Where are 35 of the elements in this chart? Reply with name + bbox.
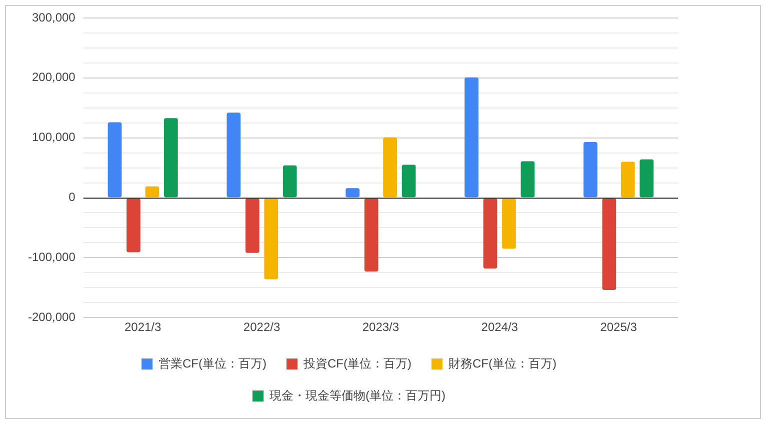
bar xyxy=(108,122,122,198)
y-tick-label: 300,000 xyxy=(32,10,76,24)
bar xyxy=(226,112,241,198)
y-tick-label: 0 xyxy=(68,190,76,204)
bar xyxy=(364,198,378,272)
bar xyxy=(584,142,598,198)
x-tick-label: 2024/3 xyxy=(481,320,518,334)
bar xyxy=(483,198,498,268)
bar xyxy=(282,165,297,198)
bar xyxy=(464,77,478,198)
y-tick-label: 200,000 xyxy=(32,70,76,84)
legend-label: 投資CF(単位：百万) xyxy=(302,356,412,370)
y-tick-label: -100,000 xyxy=(28,250,76,264)
bar xyxy=(402,164,416,198)
bar xyxy=(502,198,516,249)
y-tick-label: -200,000 xyxy=(28,310,76,324)
legend-label: 財務CF(単位：百万) xyxy=(448,356,556,370)
legend-label: 現金・現金等価物(単位：百万円) xyxy=(270,388,446,402)
y-tick-label: 100,000 xyxy=(32,130,76,144)
x-tick-label: 2023/3 xyxy=(362,320,400,334)
legend-label: 営業CF(単位：百万) xyxy=(158,356,267,370)
bar xyxy=(164,118,178,198)
bar xyxy=(383,137,397,198)
bar xyxy=(145,186,160,198)
bar xyxy=(245,198,260,253)
bar xyxy=(602,198,616,290)
x-tick-label: 2022/3 xyxy=(243,320,280,334)
bar xyxy=(520,161,535,198)
bar xyxy=(620,162,635,198)
bar xyxy=(264,198,278,280)
x-tick-label: 2021/3 xyxy=(124,320,162,334)
bar xyxy=(126,198,140,252)
x-tick-label: 2025/3 xyxy=(600,320,638,334)
bar xyxy=(346,188,360,198)
bar xyxy=(640,159,654,198)
